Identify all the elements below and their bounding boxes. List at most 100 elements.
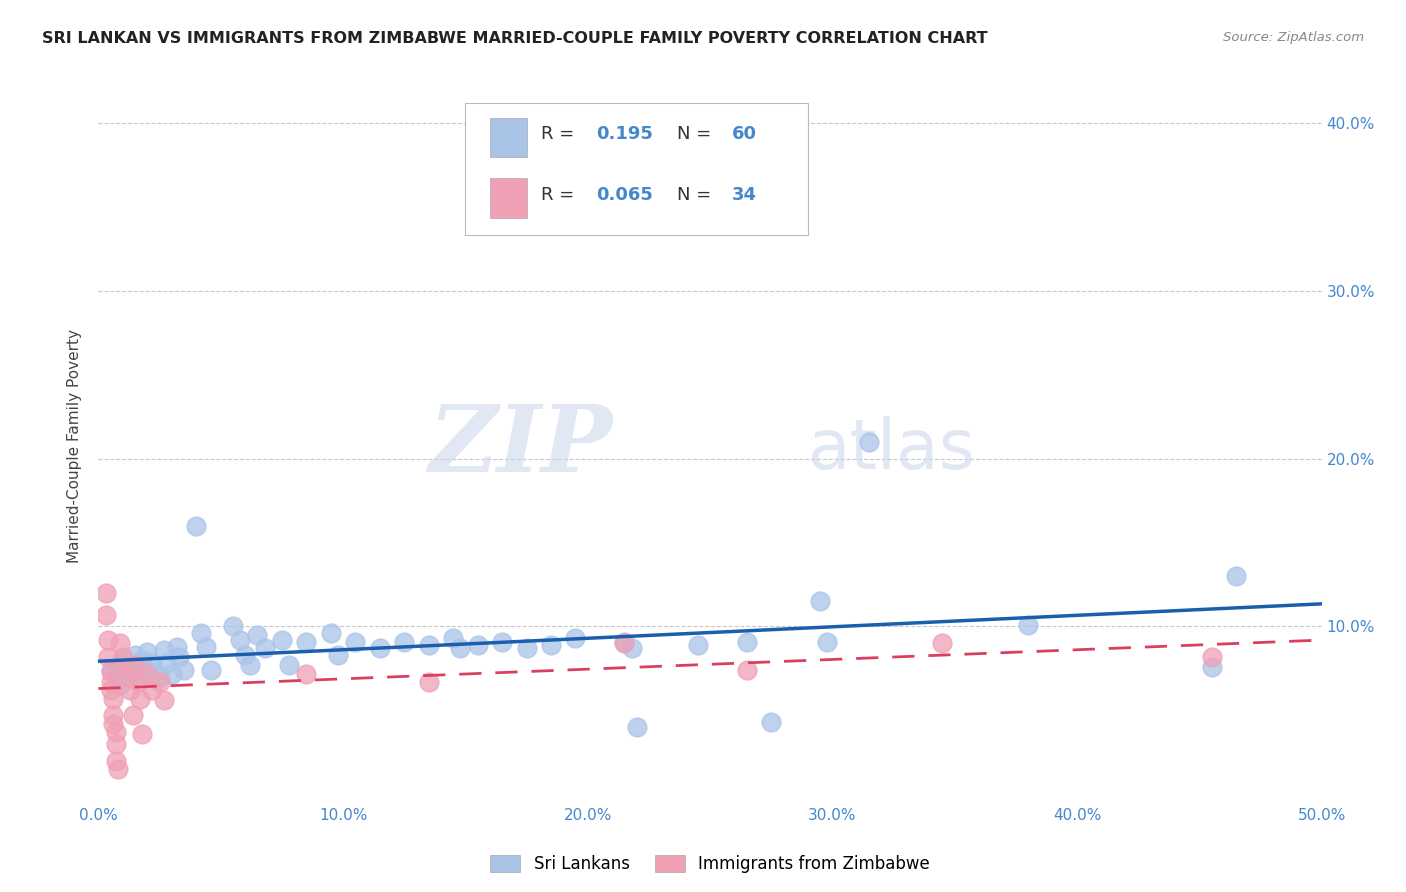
Point — [127, 674, 149, 689]
Point — [94, 586, 117, 600]
Point — [328, 648, 350, 662]
Text: R =: R = — [541, 125, 581, 143]
Point — [515, 641, 537, 656]
Point — [173, 663, 195, 677]
Point — [149, 670, 172, 684]
Point — [100, 683, 122, 698]
Point — [97, 632, 120, 647]
Point — [626, 720, 648, 734]
Text: SRI LANKAN VS IMMIGRANTS FROM ZIMBABWE MARRIED-COUPLE FAMILY POVERTY CORRELATION: SRI LANKAN VS IMMIGRANTS FROM ZIMBABWE M… — [42, 31, 988, 46]
Text: N =: N = — [678, 186, 717, 203]
Point — [104, 737, 127, 751]
Text: N =: N = — [678, 125, 717, 143]
FancyBboxPatch shape — [489, 118, 526, 157]
Point — [114, 658, 136, 673]
Point — [931, 636, 953, 650]
Point — [97, 649, 120, 664]
Text: ZIP: ZIP — [427, 401, 612, 491]
Point — [117, 670, 139, 684]
Point — [107, 762, 129, 776]
Point — [392, 634, 416, 648]
Point — [564, 632, 586, 646]
Point — [200, 663, 222, 677]
Point — [134, 665, 156, 679]
Point — [1017, 617, 1039, 632]
Point — [166, 640, 188, 654]
Point — [104, 666, 127, 681]
Point — [101, 717, 124, 731]
Point — [120, 670, 142, 684]
Point — [613, 636, 636, 650]
Text: Source: ZipAtlas.com: Source: ZipAtlas.com — [1223, 31, 1364, 45]
Point — [540, 638, 562, 652]
Point — [319, 626, 342, 640]
Point — [100, 674, 122, 689]
Point — [368, 641, 391, 656]
Point — [1201, 660, 1223, 674]
Point — [229, 632, 252, 647]
Point — [141, 657, 163, 671]
Point — [418, 674, 440, 689]
Point — [129, 691, 152, 706]
Legend: Sri Lankans, Immigrants from Zimbabwe: Sri Lankans, Immigrants from Zimbabwe — [484, 848, 936, 880]
Text: R =: R = — [541, 186, 581, 203]
Point — [735, 663, 758, 677]
Text: 60: 60 — [733, 125, 756, 143]
Point — [153, 643, 176, 657]
Point — [253, 641, 276, 656]
Point — [131, 653, 153, 667]
Point — [101, 691, 124, 706]
Point — [143, 665, 166, 679]
Point — [160, 666, 183, 681]
Point — [153, 693, 176, 707]
Point — [195, 640, 218, 654]
Text: 34: 34 — [733, 186, 756, 203]
Point — [686, 638, 709, 652]
FancyBboxPatch shape — [465, 103, 808, 235]
FancyBboxPatch shape — [489, 178, 526, 218]
Point — [104, 725, 127, 739]
Point — [808, 594, 831, 608]
Point — [270, 632, 294, 647]
Point — [111, 653, 134, 667]
Point — [156, 657, 179, 671]
Point — [110, 678, 132, 692]
Point — [100, 663, 122, 677]
Point — [124, 660, 146, 674]
Point — [186, 518, 208, 533]
Point — [149, 674, 172, 689]
Point — [418, 638, 440, 652]
Point — [1225, 569, 1247, 583]
Text: 0.195: 0.195 — [596, 125, 654, 143]
Point — [124, 658, 146, 673]
Point — [101, 708, 124, 723]
Y-axis label: Married-Couple Family Poverty: Married-Couple Family Poverty — [67, 329, 83, 563]
Point — [1201, 649, 1223, 664]
Point — [491, 634, 513, 648]
Point — [124, 648, 146, 662]
Point — [100, 665, 122, 679]
Point — [761, 715, 783, 730]
Point — [246, 628, 269, 642]
Point — [613, 634, 636, 648]
Point — [120, 683, 142, 698]
Point — [121, 708, 143, 723]
Point — [107, 673, 129, 688]
Point — [136, 645, 159, 659]
Point — [131, 727, 153, 741]
Point — [620, 641, 643, 656]
Point — [190, 626, 212, 640]
Point — [239, 658, 262, 673]
Point — [295, 634, 318, 648]
Text: atlas: atlas — [808, 416, 976, 483]
Point — [136, 666, 159, 681]
Point — [817, 634, 839, 648]
Point — [295, 666, 318, 681]
Point — [735, 634, 758, 648]
Point — [278, 658, 301, 673]
Point — [104, 754, 127, 768]
Point — [117, 661, 139, 675]
Point — [222, 619, 245, 633]
Point — [129, 666, 152, 681]
Point — [441, 632, 464, 646]
